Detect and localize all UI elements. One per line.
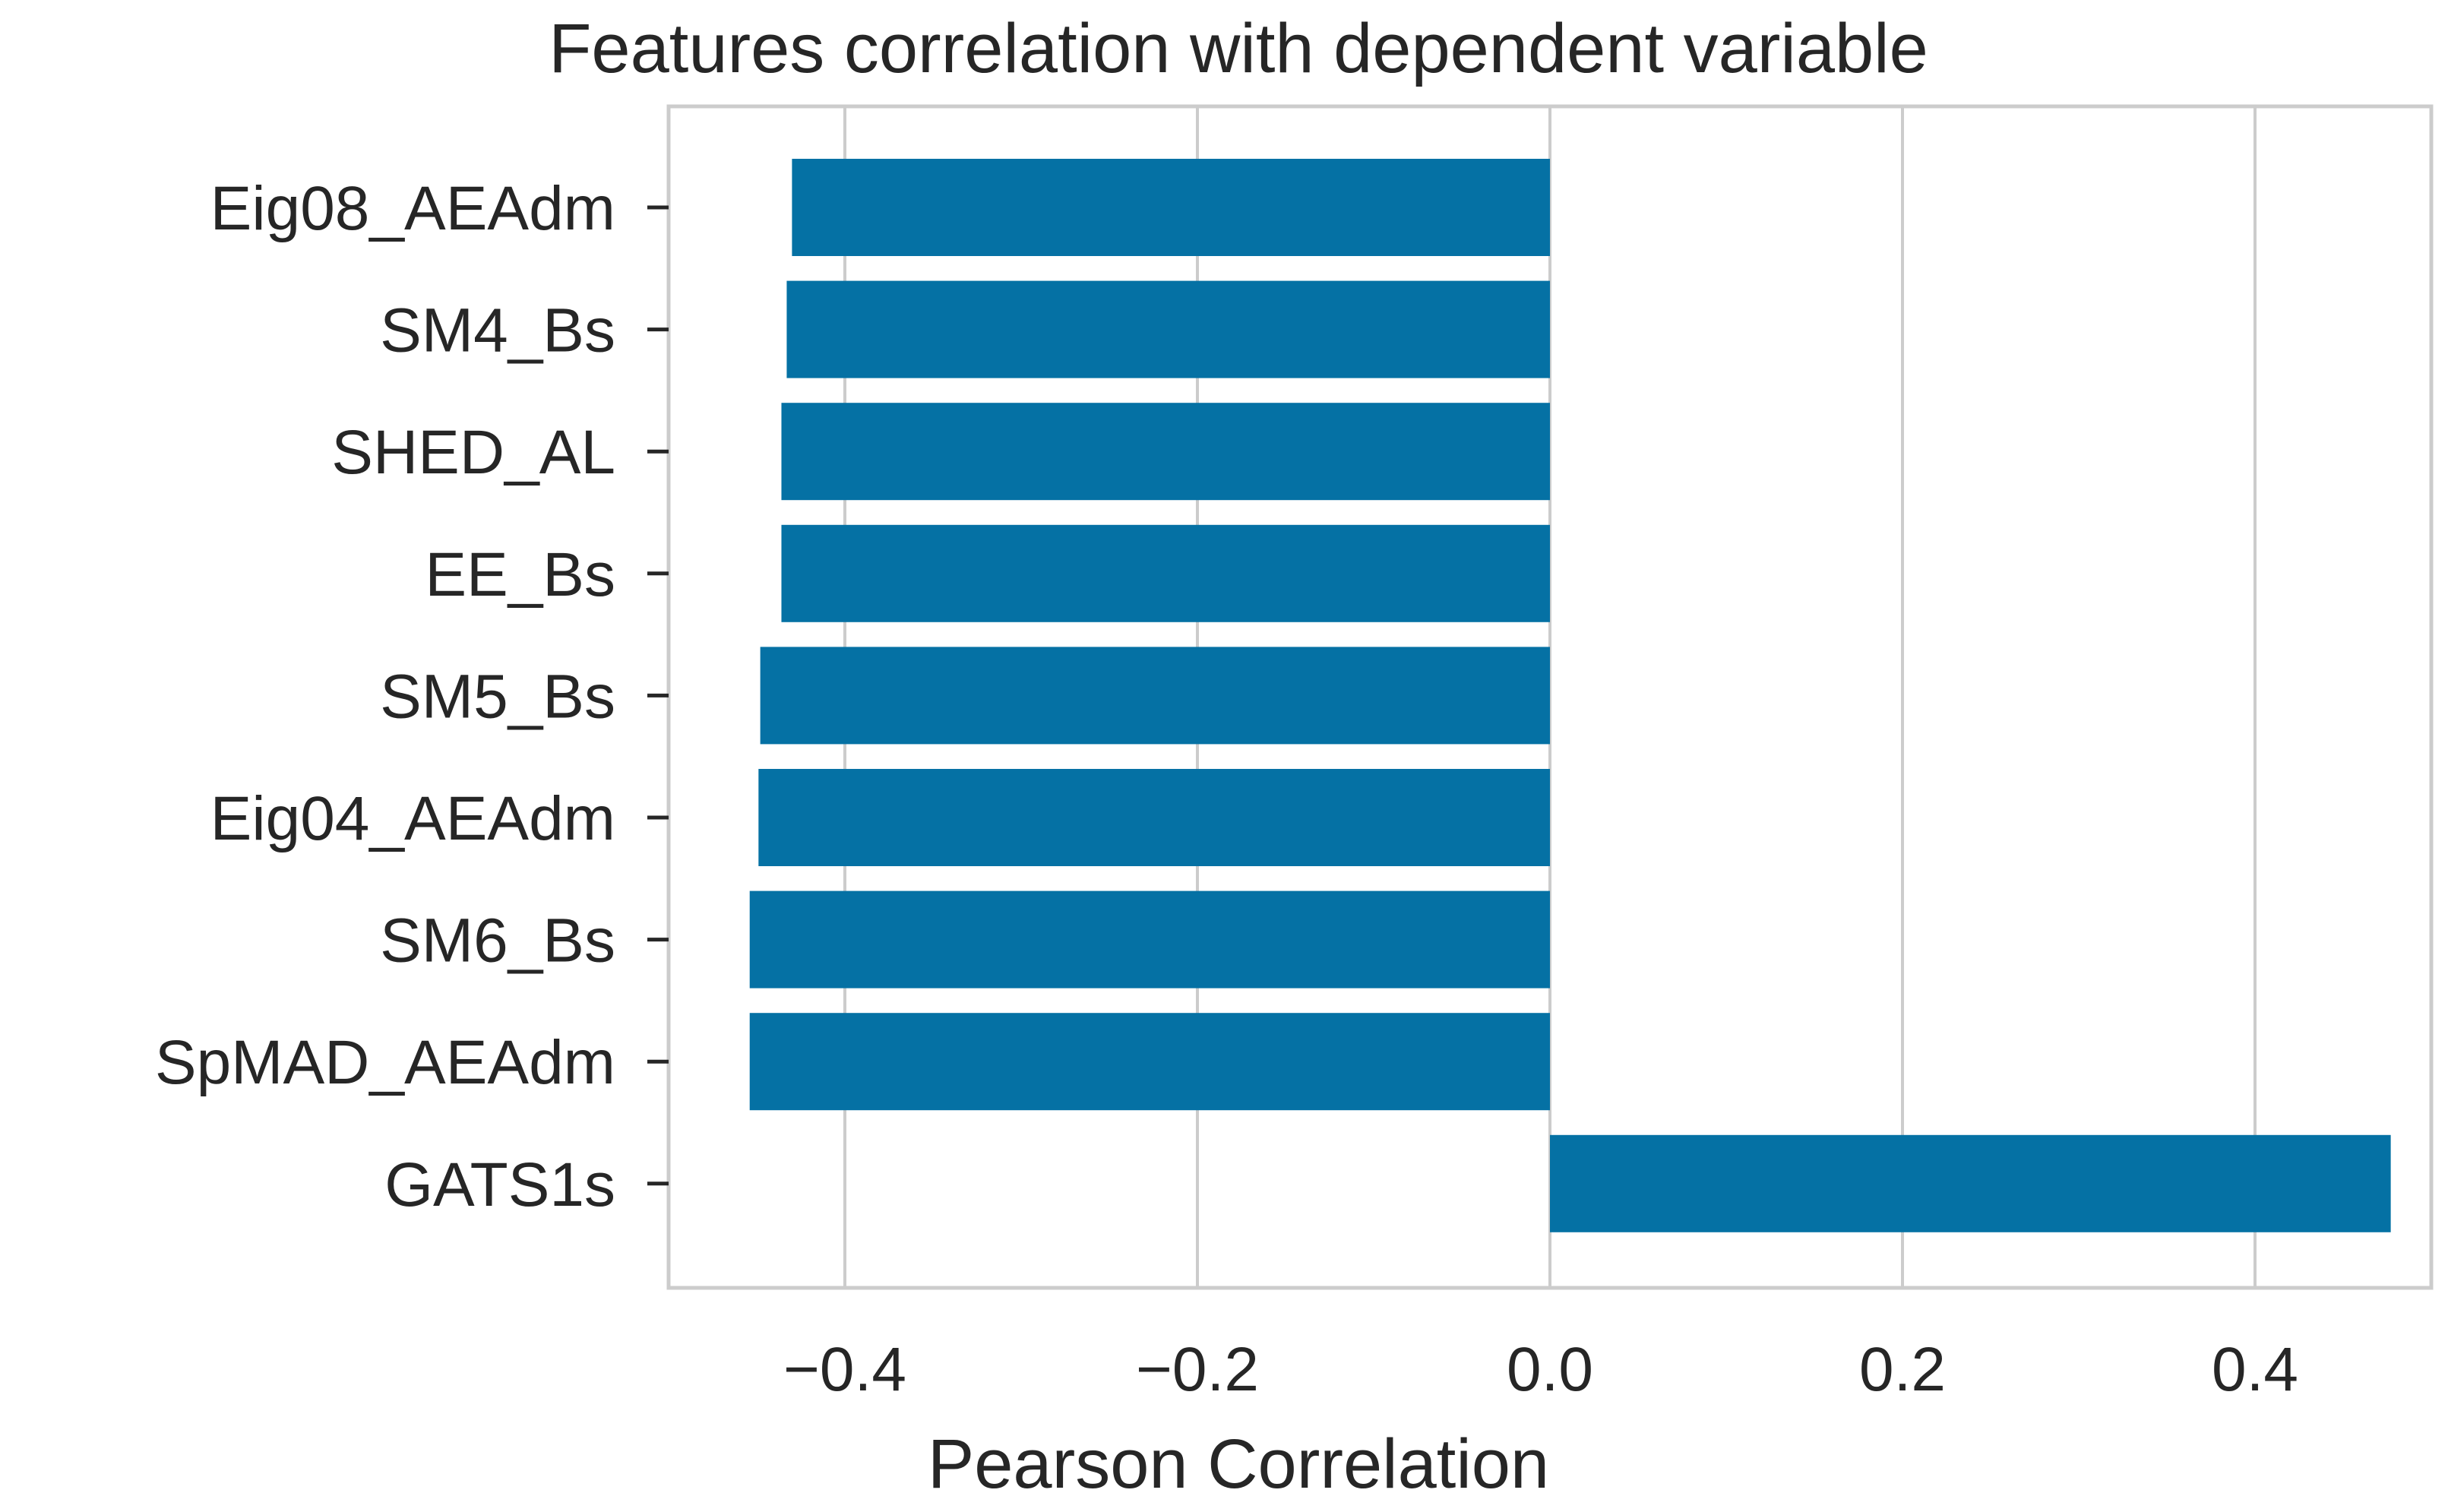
x-tick-label: 0.0	[1507, 1335, 1593, 1404]
bar-spmad-aeadm	[749, 1013, 1550, 1111]
x-axis-label: Pearson Correlation	[928, 1425, 1549, 1503]
bar-sm5-bs	[760, 647, 1550, 745]
bar-eig04-aeadm	[758, 769, 1550, 866]
bar-ee-bs	[781, 524, 1550, 622]
y-tick-label: GATS1s	[384, 1150, 615, 1219]
chart-title: Features correlation with dependent vari…	[549, 10, 1928, 87]
x-tick-label: 0.2	[1859, 1335, 1946, 1404]
y-tick-label: Eig08_AEAdm	[210, 174, 615, 243]
y-tick-label: EE_Bs	[425, 540, 615, 609]
bar-sm6-bs	[749, 890, 1550, 988]
y-tick-label: SHED_AL	[331, 418, 615, 487]
bar-eig08-aeadm	[792, 159, 1550, 256]
y-tick-label: SpMAD_AEAdm	[155, 1028, 615, 1097]
axis-ticks: −0.4 −0.2 0.0 0.2 0.4 Eig08_AEAdm SM4_Bs SHED_A…	[155, 174, 2298, 1404]
y-tick-label: SM6_Bs	[380, 906, 615, 976]
bar-sm4-bs	[786, 280, 1550, 378]
bar-gats1s	[1550, 1134, 2391, 1232]
bar-shed-al	[781, 403, 1550, 501]
bars	[749, 159, 2391, 1232]
y-tick-label: Eig04_AEAdm	[210, 784, 615, 853]
x-tick-label: 0.4	[2212, 1335, 2298, 1404]
y-tick-label: SM5_Bs	[380, 662, 615, 731]
x-tick-label: −0.4	[783, 1335, 906, 1404]
y-tick-label: SM4_Bs	[380, 296, 615, 365]
x-tick-label: −0.2	[1136, 1335, 1259, 1404]
